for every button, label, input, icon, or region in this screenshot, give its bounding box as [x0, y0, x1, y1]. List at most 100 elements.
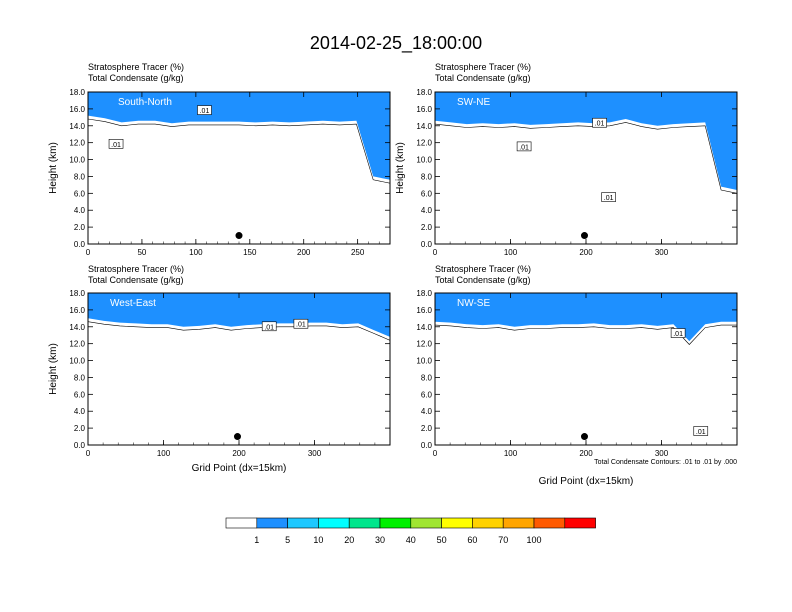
panel-4-header-condensate: Total Condensate (g/kg): [435, 275, 531, 285]
panel-west-east: Stratosphere Tracer (%) Total Condensate…: [48, 264, 391, 474]
legend-swatch: [410, 517, 442, 529]
y-tick-label: 10.0: [416, 156, 432, 165]
legend-label: 50: [437, 535, 447, 545]
y-tick-label: 6.0: [74, 390, 86, 399]
y-tick-label: 4.0: [74, 407, 86, 416]
panel-1-label: South-North: [118, 97, 172, 108]
contour-label: .01: [296, 322, 306, 329]
site-marker: [580, 433, 588, 441]
condensate-contour: [435, 324, 737, 345]
y-tick-label: 8.0: [421, 172, 433, 181]
contour-footnote: Total Condensate Contours: .01 to .01 by…: [594, 459, 737, 466]
x-tick-label: 100: [189, 248, 203, 257]
legend-swatch: [564, 517, 596, 529]
y-tick-label: 10.0: [69, 156, 85, 165]
x-tick-label: 0: [433, 248, 438, 257]
y-tick-label: 18.0: [69, 88, 85, 97]
panel-3-label: West-East: [110, 298, 156, 309]
panel-4-header-tracer: Stratosphere Tracer (%): [435, 264, 531, 274]
panel-3-header-tracer: Stratosphere Tracer (%): [88, 264, 184, 274]
condensate-contour: [88, 321, 390, 341]
y-tick-label: 0.0: [421, 441, 433, 450]
legend-label: 10: [313, 535, 323, 545]
x-tick-label: 300: [308, 449, 322, 458]
x-tick-label: 200: [297, 248, 311, 257]
x-tick-label: 300: [655, 449, 669, 458]
panel-nw-se: Stratosphere Tracer (%) Total Condensate…: [416, 264, 738, 487]
contour-label-box: [516, 141, 532, 152]
y-tick-label: 14.0: [69, 122, 85, 131]
condensate-contour: [435, 122, 737, 194]
y-tick-label: 12.0: [416, 340, 432, 349]
y-tick-label: 18.0: [69, 289, 85, 298]
tracer-band-1: [435, 92, 737, 190]
tracer-band-1: [88, 293, 390, 337]
tracer-field: [435, 293, 737, 345]
panel-1-header-condensate: Total Condensate (g/kg): [88, 73, 184, 83]
y-tick-label: 6.0: [421, 390, 433, 399]
legend-label: 5: [285, 535, 290, 545]
contour-label: .01: [264, 324, 274, 331]
contour-label: .01: [696, 429, 706, 436]
site-marker: [580, 232, 588, 240]
panel-1-header-tracer: Stratosphere Tracer (%): [88, 62, 184, 72]
y-tick-label: 10.0: [69, 357, 85, 366]
y-tick-label: 8.0: [74, 373, 86, 382]
y-tick-label: 2.0: [74, 223, 86, 232]
x-tick-label: 50: [137, 248, 146, 257]
contour-label-box: [693, 426, 709, 436]
legend-label: 1: [254, 535, 259, 545]
x-tick-label: 200: [232, 449, 246, 458]
contour-label: .01: [200, 108, 210, 115]
panel-1-y-axis-label: Height (km): [48, 142, 59, 194]
tracer-field: [88, 293, 390, 341]
x-tick-label: 0: [433, 449, 438, 458]
contour-label: .01: [111, 142, 121, 149]
y-tick-label: 6.0: [74, 189, 86, 198]
panel-2-plot: .01 .01 .01 0 100 200 300 0.0 2.0 4.0 6.0 8.0 10.0 12…: [416, 88, 738, 257]
tracer-field: [435, 92, 737, 194]
panel-sw-ne: Stratosphere Tracer (%) Total Condensate…: [395, 62, 738, 257]
legend-swatch: [318, 517, 350, 529]
contour-label-box: [108, 139, 124, 149]
x-tick-label: 200: [579, 248, 593, 257]
contour-label: .01: [595, 121, 605, 128]
tracer-band-1: [435, 293, 737, 342]
legend-swatch: [287, 517, 319, 529]
x-tick-label: 100: [504, 449, 518, 458]
panel-3-y-axis-label: Height (km): [48, 343, 59, 395]
y-tick-label: 14.0: [69, 323, 85, 332]
panel-3-header-condensate: Total Condensate (g/kg): [88, 275, 184, 285]
contour-label-box: [293, 318, 309, 329]
contour-label-box: [601, 192, 616, 202]
y-tick-label: 18.0: [416, 88, 432, 97]
x-tick-label: 300: [655, 248, 669, 257]
y-tick-label: 0.0: [74, 441, 86, 450]
contour-label: .01: [519, 144, 529, 151]
contour-label-box: [197, 105, 212, 115]
y-tick-label: 8.0: [74, 172, 86, 181]
legend-swatch: [256, 517, 288, 529]
y-tick-label: 12.0: [69, 139, 85, 148]
y-tick-label: 16.0: [416, 105, 432, 114]
y-tick-label: 8.0: [421, 373, 433, 382]
legend-label: 60: [467, 535, 477, 545]
y-tick-label: 2.0: [74, 424, 86, 433]
y-tick-label: 2.0: [421, 223, 433, 232]
legend-swatch: [441, 517, 473, 529]
site-marker: [233, 433, 241, 441]
y-tick-label: 4.0: [421, 206, 433, 215]
panel-3-x-axis-label: Grid Point (dx=15km): [192, 463, 287, 474]
y-tick-label: 4.0: [74, 206, 86, 215]
panel-3-plot: .01 .01 0 100 200 300 0.0 2.0 4.0 6.0 8.0 10.0 12.0 1…: [69, 289, 391, 458]
legend-swatch: [472, 517, 504, 529]
color-legend: 1 5 10 20 30 40 50 60 70 100: [225, 517, 596, 545]
y-tick-label: 2.0: [421, 424, 433, 433]
x-tick-label: 0: [86, 248, 91, 257]
legend-swatch: [533, 517, 566, 529]
y-tick-label: 4.0: [421, 407, 433, 416]
contour-label-box: [261, 321, 277, 332]
panel-2-header-tracer: Stratosphere Tracer (%): [435, 62, 531, 72]
x-tick-label: 100: [157, 449, 171, 458]
panel-2-header-condensate: Total Condensate (g/kg): [435, 73, 531, 83]
